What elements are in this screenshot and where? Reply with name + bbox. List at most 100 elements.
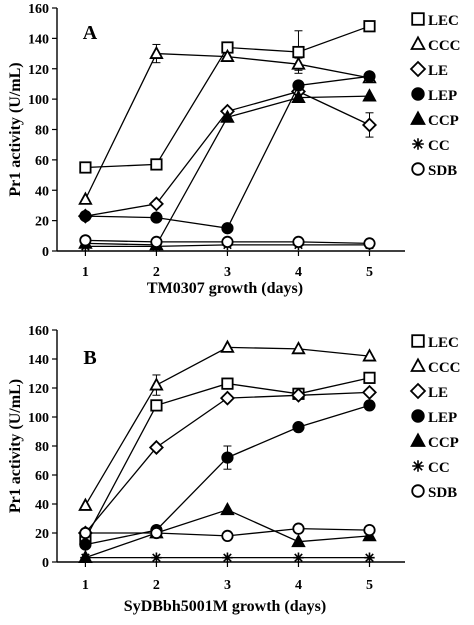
series-sdb bbox=[79, 522, 376, 543]
data-point bbox=[79, 234, 92, 247]
series-lec bbox=[79, 20, 376, 174]
x-tick-label: 5 bbox=[366, 265, 373, 280]
data-point bbox=[221, 451, 234, 464]
data-point bbox=[148, 196, 164, 212]
x-tick-label: 4 bbox=[295, 265, 302, 280]
data-point bbox=[293, 552, 304, 563]
data-point bbox=[361, 117, 378, 133]
data-point bbox=[79, 209, 92, 223]
y-tick-label: 160 bbox=[28, 2, 49, 17]
legend-label: LEP bbox=[428, 88, 457, 104]
legend-marker bbox=[409, 382, 427, 400]
data-point bbox=[220, 501, 235, 516]
data-point bbox=[364, 552, 375, 563]
data-point bbox=[222, 552, 233, 563]
x-tick-label: 1 bbox=[82, 265, 89, 280]
data-point bbox=[363, 371, 376, 384]
legend-label: CC bbox=[428, 138, 450, 154]
data-point bbox=[221, 529, 234, 543]
data-point bbox=[149, 45, 164, 59]
series-lep bbox=[79, 70, 376, 235]
legend-label: LEC bbox=[428, 13, 459, 29]
legend-marker bbox=[410, 110, 426, 125]
y-tick-label: 20 bbox=[35, 527, 49, 542]
data-point bbox=[151, 552, 162, 563]
legend-label: CCP bbox=[428, 113, 459, 129]
data-point bbox=[150, 211, 163, 224]
legend-label: LEP bbox=[428, 410, 457, 426]
data-point bbox=[219, 390, 235, 406]
data-point bbox=[149, 377, 164, 391]
data-point bbox=[220, 109, 235, 123]
legend-label: SDB bbox=[428, 485, 457, 501]
panel-label: A bbox=[83, 22, 98, 44]
x-tick-label: 3 bbox=[224, 265, 231, 280]
y-tick-label: 40 bbox=[35, 184, 49, 199]
series-lep bbox=[79, 399, 376, 551]
y-tick-label: 80 bbox=[35, 440, 49, 455]
data-point bbox=[150, 235, 163, 248]
y-tick-label: 100 bbox=[28, 93, 49, 108]
series-sdb bbox=[79, 234, 376, 250]
data-point bbox=[363, 70, 376, 83]
y-tick-label: 60 bbox=[35, 154, 49, 169]
data-point bbox=[362, 88, 377, 102]
data-point bbox=[221, 235, 234, 248]
legend-marker bbox=[409, 60, 427, 78]
data-point bbox=[220, 339, 235, 353]
data-point bbox=[362, 348, 377, 362]
legend-marker bbox=[410, 35, 426, 50]
legend-item-le: LE bbox=[409, 382, 448, 401]
legend-item-lep: LEP bbox=[411, 409, 457, 426]
legend-marker bbox=[411, 162, 425, 176]
legend-marker bbox=[410, 357, 426, 372]
chart-panel-a: 0 20 40 60 80 100 120 140 160 1 2 3 4 5 TM0307 growth … bbox=[7, 2, 461, 297]
data-point bbox=[361, 384, 378, 400]
data-point bbox=[291, 89, 306, 103]
legend-marker bbox=[412, 138, 424, 150]
chart-panel-b: 0 20 40 60 80 100 120 140 160 1 2 3 4 5 SyDBbh5001M gr… bbox=[7, 324, 461, 615]
legend-marker bbox=[412, 460, 424, 472]
legend-item-ccc: CCC bbox=[410, 35, 461, 54]
legend-label: LE bbox=[428, 63, 448, 79]
data-point bbox=[363, 523, 376, 537]
series-le bbox=[77, 84, 378, 224]
x-tick-label: 2 bbox=[153, 265, 160, 280]
y-axis-title: Pr1 activity (U/mL) bbox=[7, 379, 24, 513]
legend-label: CCP bbox=[428, 435, 459, 451]
legend-item-ccc: CCC bbox=[410, 357, 461, 376]
legend-item-lec: LEC bbox=[411, 12, 459, 29]
legend-marker bbox=[411, 409, 425, 423]
data-point bbox=[150, 399, 163, 412]
legend-item-ccp: CCP bbox=[410, 432, 459, 451]
legend-marker bbox=[410, 432, 426, 447]
y-tick-label: 140 bbox=[28, 32, 49, 47]
data-point bbox=[79, 161, 92, 174]
legend-item-cc: CC bbox=[412, 460, 450, 476]
legend-label: LE bbox=[428, 385, 448, 401]
x-tick-label: 3 bbox=[224, 578, 231, 593]
data-point bbox=[79, 538, 92, 551]
legend-item-cc: CC bbox=[412, 138, 450, 154]
data-point bbox=[291, 340, 306, 355]
legend-marker bbox=[411, 484, 425, 498]
y-tick-label: 80 bbox=[35, 124, 49, 139]
data-point bbox=[79, 526, 92, 540]
data-point bbox=[221, 222, 234, 235]
series-line bbox=[85, 404, 370, 546]
x-tick-label: 1 bbox=[82, 578, 89, 593]
legend-item-ccp: CCP bbox=[410, 110, 459, 129]
data-point bbox=[220, 48, 235, 62]
data-point bbox=[292, 522, 305, 535]
data-point bbox=[78, 497, 93, 511]
data-point bbox=[363, 20, 376, 33]
x-tick-label: 2 bbox=[153, 578, 160, 593]
legend-marker bbox=[411, 12, 425, 26]
legend-label: LEC bbox=[428, 335, 459, 351]
data-point bbox=[291, 56, 306, 70]
data-point bbox=[292, 45, 305, 59]
legend-label: CC bbox=[428, 460, 450, 476]
legend-item-sdb: SDB bbox=[411, 162, 457, 179]
legend-label: CCC bbox=[428, 38, 461, 54]
